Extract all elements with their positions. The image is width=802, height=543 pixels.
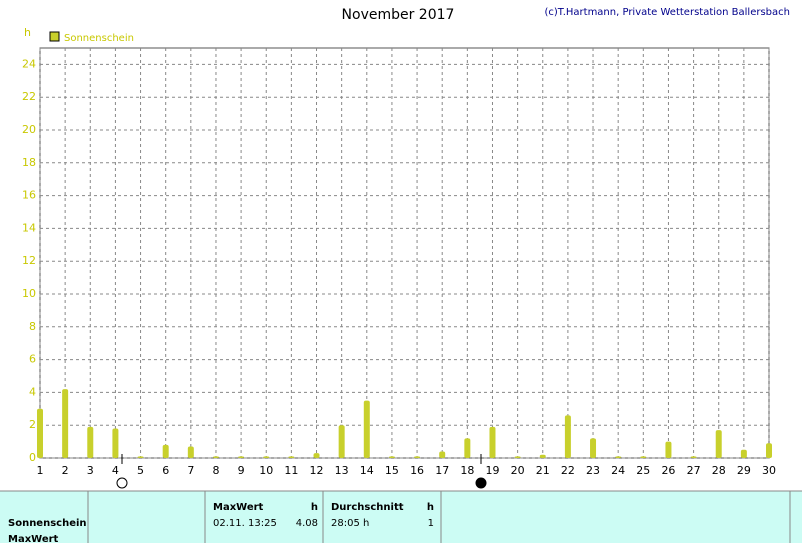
bar — [162, 444, 169, 458]
x-tick-label: 17 — [435, 464, 449, 477]
bar — [137, 456, 144, 458]
new-moon-icon — [475, 477, 487, 489]
plot-area — [39, 47, 770, 459]
x-tick-label: 21 — [536, 464, 550, 477]
x-tick-label: 27 — [687, 464, 701, 477]
chart-title: November 2017 — [342, 7, 455, 23]
bar — [740, 449, 747, 458]
bar — [690, 456, 697, 458]
bar — [439, 451, 446, 458]
x-tick-label: 16 — [410, 464, 424, 477]
x-tick-label: 2 — [62, 464, 69, 477]
x-tick-label: 20 — [511, 464, 525, 477]
bar — [489, 426, 496, 458]
bar — [112, 428, 119, 458]
y-tick-label: 22 — [22, 90, 36, 103]
y-tick-label: 16 — [22, 189, 36, 202]
x-tick-label: 14 — [360, 464, 374, 477]
x-tick-label: 1 — [37, 464, 44, 477]
x-tick-label: 3 — [87, 464, 94, 477]
x-tick-label: 7 — [187, 464, 194, 477]
bar — [187, 446, 194, 458]
bar — [640, 456, 647, 458]
table-cell: h — [311, 502, 318, 513]
x-tick-label: 5 — [137, 464, 144, 477]
y-tick-label: 0 — [29, 451, 36, 464]
y-tick-label: 4 — [29, 385, 36, 398]
x-tick-label: 10 — [259, 464, 273, 477]
table-background — [0, 491, 802, 543]
bar — [87, 426, 94, 458]
y-tick-label: 8 — [29, 320, 36, 333]
table-cell: h — [427, 502, 434, 513]
table-cell: Durchschnitt — [331, 502, 404, 513]
y-tick-label: 14 — [22, 221, 36, 234]
bar — [766, 443, 772, 458]
table-cell: 02.11. 13:25 — [213, 518, 277, 529]
x-tick-label: 18 — [460, 464, 474, 477]
copyright: (c)T.Hartmann, Private Wetterstation Bal… — [544, 7, 790, 18]
full-moon-icon — [116, 477, 128, 489]
x-tick-label: 23 — [586, 464, 600, 477]
x-tick-label: 4 — [112, 464, 119, 477]
x-tick-label: 19 — [485, 464, 499, 477]
bar — [615, 456, 622, 458]
bar — [388, 456, 395, 458]
x-tick-label: 6 — [162, 464, 169, 477]
table-cell: 4.08 — [296, 518, 318, 529]
bar — [564, 415, 571, 458]
legend-label: Sonnenschein — [64, 33, 134, 44]
bar — [590, 438, 597, 458]
bar — [212, 456, 219, 458]
table-cell: MaxWert — [213, 502, 264, 513]
x-tick-label: 9 — [238, 464, 245, 477]
bar — [338, 425, 345, 458]
legend-swatch — [49, 31, 60, 42]
bar — [414, 456, 421, 458]
table-cell: MaxWert — [8, 534, 59, 543]
bar — [665, 441, 672, 458]
x-tick-label: 28 — [712, 464, 726, 477]
bar — [313, 453, 320, 458]
x-tick-label: 22 — [561, 464, 575, 477]
x-tick-label: 13 — [335, 464, 349, 477]
x-tick-label: 24 — [611, 464, 625, 477]
y-tick-label: 6 — [29, 353, 36, 366]
y-tick-label: 24 — [22, 57, 36, 70]
bar — [715, 430, 722, 458]
y-tick-label: 18 — [22, 156, 36, 169]
table-cell: Sonnenschein — [8, 518, 87, 529]
x-tick-label: 29 — [737, 464, 751, 477]
x-tick-label: 30 — [762, 464, 776, 477]
bar — [62, 389, 69, 458]
y-tick-label: 2 — [29, 418, 36, 431]
y-axis-label: h — [24, 26, 31, 39]
x-tick-label: 11 — [284, 464, 298, 477]
bar — [238, 456, 245, 458]
y-tick-label: 12 — [22, 254, 36, 267]
bar — [363, 400, 370, 458]
bar — [464, 438, 471, 458]
bar — [263, 456, 270, 458]
bar — [514, 456, 521, 458]
y-tick-label: 10 — [22, 287, 36, 300]
bar — [37, 408, 43, 458]
x-tick-label: 15 — [385, 464, 399, 477]
table-cell: 1 — [428, 518, 434, 529]
x-tick-label: 25 — [636, 464, 650, 477]
x-tick-label: 12 — [310, 464, 324, 477]
table-cell: 28:05 h — [331, 518, 369, 529]
x-tick-label: 8 — [212, 464, 219, 477]
bar — [288, 456, 295, 458]
table-lines — [0, 490, 802, 543]
x-tick-label: 26 — [661, 464, 675, 477]
y-tick-label: 20 — [22, 123, 36, 136]
bar — [539, 454, 546, 458]
